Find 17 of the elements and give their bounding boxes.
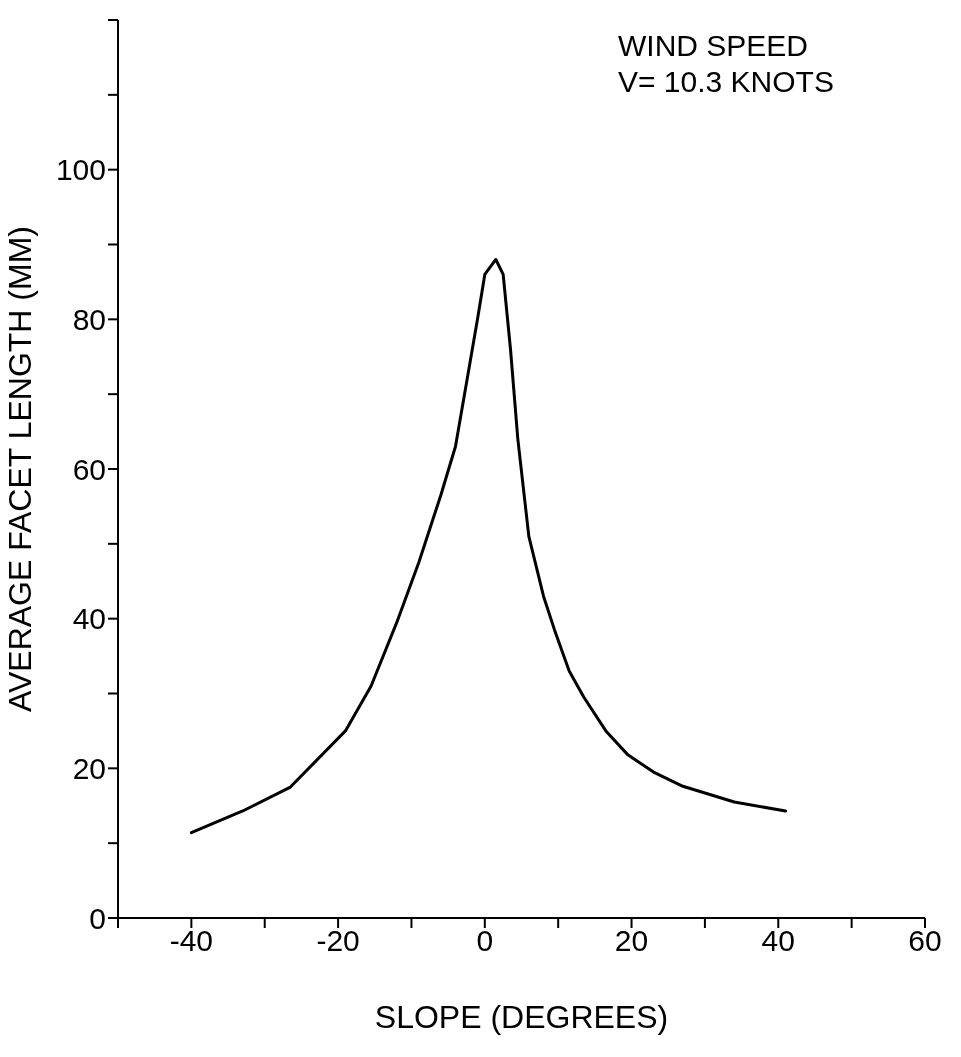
- x-tick-label: 20: [614, 924, 649, 958]
- y-tick-label: 20: [72, 751, 106, 785]
- x-tick-label: 60: [908, 924, 942, 958]
- y-tick-label: 0: [89, 901, 106, 935]
- y-tick-label: 80: [72, 302, 106, 336]
- x-tick-label: -20: [316, 924, 360, 958]
- y-tick-label: 60: [72, 452, 106, 486]
- x-tick-label: 0: [476, 924, 494, 958]
- annotation: WIND SPEED: [618, 28, 810, 64]
- annotation: V= 10.3 KNOTS: [618, 64, 834, 100]
- line-series: [189, 257, 788, 835]
- x-axis-title: SLOPE (DEGREES): [374, 999, 669, 1035]
- y-tick-label: 40: [72, 602, 106, 636]
- y-tick-label: 100: [55, 153, 106, 187]
- x-tick-label: 40: [761, 924, 795, 958]
- y-axis-title: AVERAGE FACET LENGTH (MM): [2, 226, 39, 712]
- x-tick-label: -40: [169, 924, 214, 958]
